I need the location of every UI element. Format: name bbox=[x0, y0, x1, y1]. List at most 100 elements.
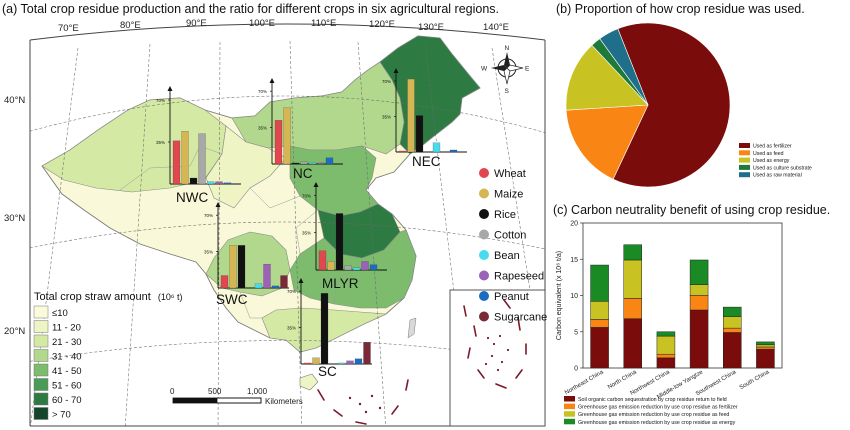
lat-label: 40°N bbox=[4, 95, 25, 106]
region-chart-nwc: 35% 70% NWC bbox=[156, 86, 241, 205]
region-label: NC bbox=[293, 166, 313, 181]
region-tick-label-35: 35% bbox=[258, 126, 267, 131]
pie-legend-label: Used as raw material bbox=[753, 173, 802, 179]
lat-label: 20°N bbox=[4, 326, 25, 337]
bar-segment bbox=[689, 259, 709, 285]
region-bar-sugarcane bbox=[280, 275, 288, 289]
region-bar-rapeseed bbox=[215, 181, 223, 185]
panel-c-title: (c) Carbon neutrality benefit of using c… bbox=[553, 203, 831, 217]
region-bar-wheat bbox=[274, 120, 283, 165]
region-bar-rice bbox=[320, 293, 329, 365]
compass-n: N bbox=[505, 45, 510, 52]
straw-legend-label: > 70 bbox=[52, 410, 71, 421]
region-axis-arrow bbox=[167, 86, 173, 91]
bar-legend-item: Greenhouse gas emission reduction by use… bbox=[564, 403, 738, 411]
region-bar-peanut bbox=[325, 157, 334, 165]
y-tick-label: 20 bbox=[570, 221, 578, 228]
region-label: NEC bbox=[412, 154, 441, 169]
pie-slice-4 bbox=[599, 28, 649, 106]
crop-legend-item: Sugarcane bbox=[479, 311, 547, 324]
bar-segment bbox=[590, 301, 609, 320]
crop-legend-item: Rice bbox=[479, 209, 516, 221]
bar-segment bbox=[756, 348, 775, 369]
region-bar-rice bbox=[291, 162, 300, 165]
bar-segment bbox=[623, 318, 642, 369]
straw-legend-label: 51 - 60 bbox=[52, 381, 82, 392]
region-tick-label-35: 35% bbox=[382, 115, 391, 120]
panel-b-title: (b) Proportion of how crop residue was u… bbox=[556, 2, 805, 16]
region-bar-cotton bbox=[300, 161, 308, 165]
region-chart-mlyr: 35% 70% MLYR bbox=[302, 182, 387, 291]
bar-legend-swatch bbox=[564, 396, 575, 402]
straw-legend-title: Total crop straw amount (10⁶ t) bbox=[34, 291, 183, 303]
bar-segment bbox=[689, 309, 709, 369]
region-tick-label-70: 70% bbox=[302, 193, 311, 198]
pie-legend-swatch bbox=[739, 150, 750, 156]
region-bar-rice bbox=[237, 245, 246, 289]
crop-legend-label: Rapeseed bbox=[494, 271, 544, 283]
compass-icon: N S E W bbox=[481, 45, 530, 95]
scale-bar: 0 500 1,000 Kilometers bbox=[170, 387, 303, 406]
region-bar-peanut bbox=[354, 358, 363, 365]
straw-legend-label: 31 - 40 bbox=[52, 352, 82, 363]
region-bar-charts: 35% 70% NWC 35% 70% NC 35% 70% NEC 35% 70% SWC 35% 70… bbox=[156, 68, 467, 379]
plot-frame bbox=[582, 222, 783, 369]
crop-legend-item: Cotton bbox=[479, 229, 526, 242]
lon-label: 120°E bbox=[369, 19, 395, 30]
straw-legend-item: 11 - 20 bbox=[33, 320, 81, 334]
scale-label-500: 500 bbox=[208, 387, 222, 396]
crop-legend-item: Bean bbox=[479, 250, 520, 262]
region-axis-arrow bbox=[298, 278, 304, 283]
region-bar-wheat bbox=[318, 250, 327, 271]
bar-segment bbox=[656, 357, 676, 369]
region-bar-maize bbox=[327, 261, 335, 271]
lon-label: 90°E bbox=[186, 18, 207, 29]
pie-legend-item: Used as raw material bbox=[739, 172, 802, 179]
pie-legend-item: Used as feed bbox=[739, 150, 784, 157]
crop-legend-label: Peanut bbox=[494, 291, 529, 303]
straw-legend-swatch bbox=[33, 349, 49, 362]
bar-segment bbox=[590, 264, 609, 302]
lat-labels: 40°N 30°N 20°N bbox=[4, 95, 25, 337]
bar-segment bbox=[656, 331, 676, 337]
scale-label-0: 0 bbox=[170, 387, 175, 396]
straw-legend-label: 41 - 50 bbox=[52, 366, 82, 377]
region-bar-peanut bbox=[223, 182, 232, 185]
crop-legend-item: Wheat bbox=[479, 168, 526, 180]
crop-legend-label: Sugarcane bbox=[494, 312, 547, 324]
x-tick-label: North China bbox=[607, 369, 638, 391]
region-chart-swc: 35% 70% SWC bbox=[204, 202, 289, 307]
region-label: SWC bbox=[216, 292, 248, 307]
region-bar-rice bbox=[335, 213, 344, 271]
region-axis-arrow bbox=[215, 202, 221, 207]
y-tick-label: 5 bbox=[574, 329, 578, 336]
region-bar-wheat bbox=[220, 275, 229, 289]
bar-segment bbox=[723, 332, 742, 369]
straw-legend-swatch bbox=[33, 334, 49, 348]
crop-legend-label: Cotton bbox=[494, 230, 526, 242]
crop-legend: Wheat Maize Rice Cotton Bean Rapeseed Peanut Su… bbox=[479, 168, 547, 324]
region-tick-label-70: 70% bbox=[204, 213, 213, 218]
straw-legend-label: 21 - 30 bbox=[52, 337, 82, 348]
bar-legend-swatch bbox=[564, 411, 575, 417]
region-axis-arrow bbox=[313, 182, 319, 187]
straw-legend-swatch bbox=[33, 320, 49, 333]
region-bar-rice bbox=[189, 177, 198, 185]
bar-segment bbox=[689, 284, 709, 296]
x-tick-label: South China bbox=[739, 369, 771, 391]
south-china-sea-inset bbox=[449, 289, 546, 427]
pie-legend-label: Used as culture substrate bbox=[753, 165, 812, 171]
region-bar-cotton bbox=[344, 265, 352, 271]
region-bar-peanut bbox=[369, 264, 378, 271]
region-axis-arrow bbox=[269, 78, 275, 83]
sea-islands bbox=[317, 379, 409, 425]
straw-legend-label: ≤10 bbox=[52, 308, 68, 319]
bar-legend-item: Greenhouse gas emission reduction by use… bbox=[564, 411, 729, 418]
bar-legend-label: Greenhouse gas emission reduction by use… bbox=[578, 420, 736, 426]
bar-legend-item: Soil organic carbon sequestration by cro… bbox=[564, 396, 727, 403]
scale-label-1000: 1,000 bbox=[247, 387, 268, 396]
straw-legend-item: 51 - 60 bbox=[33, 378, 82, 392]
region-bar-rapeseed bbox=[317, 162, 325, 165]
scale-unit: Kilometers bbox=[265, 397, 303, 406]
lat-label: 30°N bbox=[4, 213, 25, 224]
